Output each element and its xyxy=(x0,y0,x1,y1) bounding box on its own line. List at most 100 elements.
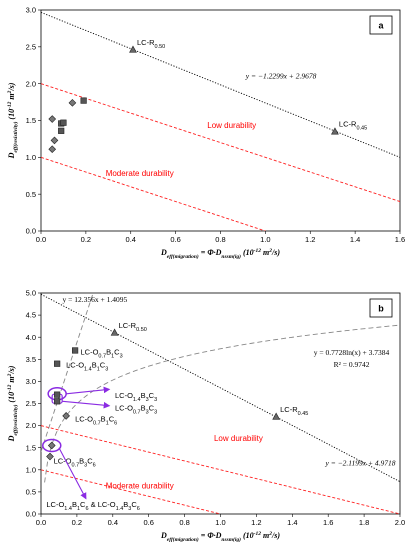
reference-point xyxy=(272,412,281,420)
reference-point xyxy=(331,127,339,135)
data-point xyxy=(46,452,54,461)
y-tick-label: 0.0 xyxy=(26,510,36,519)
y-tick-label: 0.0 xyxy=(26,227,36,236)
reference-point-label: LC-R0.50 xyxy=(119,321,147,333)
reference-point xyxy=(129,45,137,53)
x-tick-label: 0.6 xyxy=(143,518,153,527)
x-axis-title: Deff(migration) = Φ·Dnssm(ig) (10-12 m2/… xyxy=(160,248,280,260)
x-tick-label: 1.2 xyxy=(251,518,261,527)
zone-line-lower xyxy=(41,469,221,514)
zone-label-moderate: Moderate durability xyxy=(106,169,174,178)
panel-b: 0.0 0.2 0.4 0.6 0.8 1.0 1.2 1.4 1.6 1.8 2.0 0.0 0.5 1… xyxy=(7,289,405,543)
trendline-log xyxy=(44,324,400,483)
trendline-equation-linear: y = 12.356x + 1.4095 xyxy=(62,295,127,304)
point-label: LC-O1.4B1C3 xyxy=(66,361,108,373)
zone-line-lower xyxy=(41,156,266,231)
plot-frame xyxy=(40,292,401,515)
y-tick-label: 1.0 xyxy=(26,153,36,162)
panel-a: 0.0 0.2 0.4 0.6 0.8 1.0 1.2 1.4 1.6 0.0 0.5 1.0 1.5 2… xyxy=(7,6,405,260)
x-tick-label: 0.2 xyxy=(72,518,82,527)
trendline-linear xyxy=(41,293,94,452)
point-label: LC-O0.7B3C6 xyxy=(54,457,96,469)
highlight-ellipse xyxy=(42,438,62,453)
y-tick-label: 3.0 xyxy=(26,377,36,386)
data-point xyxy=(54,391,61,398)
x-tick-label: 1.2 xyxy=(305,235,315,244)
trendline-linear xyxy=(41,293,400,483)
panel-label-box xyxy=(369,15,393,35)
zone-label-moderate: Moderate durability xyxy=(106,481,174,490)
x-tick-label: 0.8 xyxy=(179,518,189,527)
y-tick-label: 4.5 xyxy=(26,311,36,320)
x-tick-label: 1.6 xyxy=(395,235,405,244)
y-tick-label: 1.0 xyxy=(26,465,36,474)
y-tick-label: 2.5 xyxy=(26,399,36,408)
panel-label: b xyxy=(378,304,384,314)
data-point xyxy=(50,136,59,145)
y-axis-title: Deff(resistivity) (10-12 m2/s) xyxy=(7,365,19,442)
data-point xyxy=(48,115,57,123)
data-point xyxy=(54,360,61,367)
x-tick-label: 1.4 xyxy=(350,235,360,244)
y-tick-label: 4.0 xyxy=(26,333,36,342)
x-tick-label: 1.8 xyxy=(359,518,369,527)
y-tick-label: 0.5 xyxy=(26,190,36,199)
y-tick-label: 3.5 xyxy=(26,355,36,364)
reference-point-label: LC-R0.50 xyxy=(137,38,165,50)
point-label: LC-O0.7B1C3 xyxy=(80,347,122,359)
x-tick-label: 2.0 xyxy=(395,518,405,527)
callout-label: LC-O1.4B1C6 & LC-O1.4B3C6 xyxy=(46,500,139,512)
trendline-equation: y = −1.2299x + 2.9678 xyxy=(245,72,317,81)
panel-label-box xyxy=(369,298,393,318)
y-tick-label: 3.0 xyxy=(26,6,36,15)
point-label: LC-O0.7B3C3 xyxy=(115,403,157,415)
point-label: LC-O1.4B3C3 xyxy=(115,391,157,403)
panel-label: a xyxy=(378,21,384,31)
y-tick-label: 0.5 xyxy=(26,488,36,497)
y-tick-label: 2.0 xyxy=(26,421,36,430)
x-tick-label: 0.4 xyxy=(126,235,136,244)
x-tick-label: 0.2 xyxy=(81,235,91,244)
data-point xyxy=(54,398,61,405)
plot-area xyxy=(41,11,400,231)
data-point xyxy=(48,145,57,154)
y-tick-label: 2.0 xyxy=(26,79,36,88)
data-point xyxy=(62,412,70,420)
data-point xyxy=(58,127,65,134)
reference-point-label: LC-R0.45 xyxy=(339,120,367,132)
x-tick-label: 0.8 xyxy=(215,235,225,244)
y-tick-label: 1.5 xyxy=(26,443,36,452)
data-point xyxy=(60,119,67,126)
x-tick-label: 0.0 xyxy=(36,235,46,244)
y-tick-label: 2.5 xyxy=(26,42,36,51)
x-tick-label: 1.6 xyxy=(323,518,333,527)
point-label: LC-O0.7B1C6 xyxy=(75,415,117,427)
x-tick-label: 1.0 xyxy=(215,518,225,527)
zone-label-low: Low durability xyxy=(214,434,263,443)
trendline-equation-log: y = 0.7728ln(x) + 3.7384 xyxy=(314,348,390,357)
x-tick-label: 1.4 xyxy=(287,518,297,527)
x-tick-label: 0.4 xyxy=(108,518,118,527)
reference-point-label: LC-R0.45 xyxy=(280,405,308,417)
zone-line-upper xyxy=(41,425,400,514)
y-tick-label: 1.5 xyxy=(26,116,36,125)
data-point xyxy=(68,98,77,107)
x-axis-title: Deff(migration) = Φ·Dnssm(ig) (10-12 m2/… xyxy=(160,531,280,543)
reference-point xyxy=(110,328,119,336)
data-point xyxy=(80,97,87,104)
x-tick-label: 1.0 xyxy=(260,235,270,244)
callout-arrow xyxy=(62,400,111,409)
zone-label-low: Low durability xyxy=(207,121,256,130)
zone-line-upper xyxy=(41,83,400,202)
callout-arrow xyxy=(66,386,111,395)
trendline-equation-main: y = −2.1199x + 4.9718 xyxy=(324,458,395,467)
y-tick-label: 5.0 xyxy=(26,289,36,298)
y-axis-title: Deff(resistivity) (10-12 m2/s) xyxy=(7,82,19,159)
trendline-r2: R² = 0.9742 xyxy=(334,360,370,369)
data-point xyxy=(72,347,79,354)
x-tick-label: 0.0 xyxy=(36,518,46,527)
data-point xyxy=(47,441,56,450)
plot-area xyxy=(41,293,400,514)
trendline-linear xyxy=(41,11,400,158)
